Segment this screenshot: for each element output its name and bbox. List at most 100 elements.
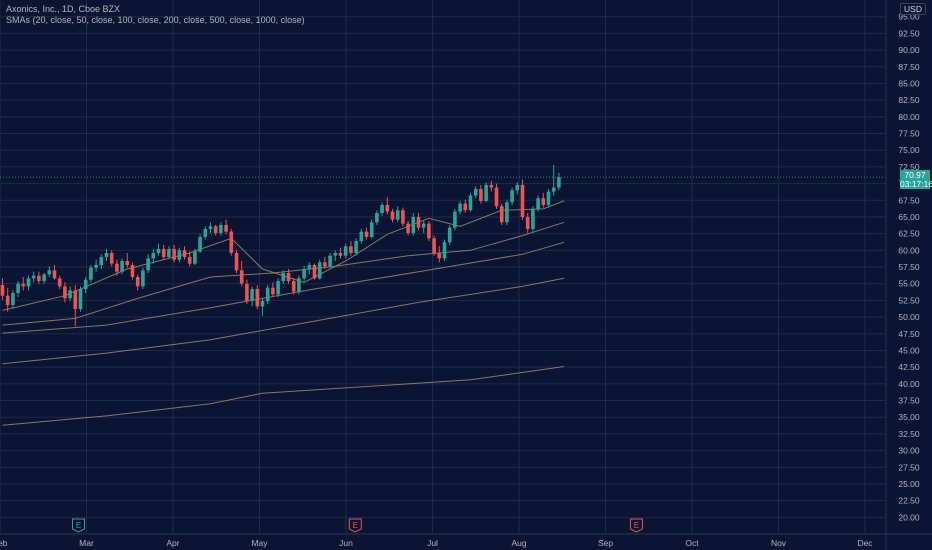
candle[interactable] — [94, 259, 98, 272]
candle[interactable] — [11, 290, 15, 310]
candle[interactable] — [442, 239, 447, 261]
candle[interactable] — [83, 277, 88, 294]
candle[interactable] — [375, 210, 379, 225]
candle[interactable] — [286, 269, 291, 284]
candle[interactable] — [167, 246, 171, 259]
candle[interactable] — [505, 199, 509, 225]
candle[interactable] — [328, 252, 332, 268]
chart-title[interactable]: Axonics, Inc., 1D, Cboe BZX — [6, 4, 121, 14]
candle[interactable] — [57, 275, 62, 290]
candle[interactable] — [47, 266, 52, 278]
candle[interactable] — [109, 250, 114, 267]
candle[interactable] — [349, 240, 353, 256]
candle[interactable] — [260, 298, 265, 316]
candle[interactable] — [489, 180, 494, 192]
candle[interactable] — [115, 259, 119, 276]
candle[interactable] — [99, 254, 104, 270]
candle[interactable] — [245, 279, 249, 304]
candle[interactable] — [416, 212, 421, 231]
candle[interactable] — [224, 219, 228, 235]
candle[interactable] — [135, 274, 140, 291]
candle[interactable] — [229, 228, 234, 256]
candle[interactable] — [281, 270, 286, 284]
candle[interactable] — [395, 206, 400, 223]
candle[interactable] — [104, 248, 109, 261]
candle[interactable] — [271, 282, 275, 298]
candle[interactable] — [208, 222, 213, 233]
candle[interactable] — [385, 196, 390, 215]
candle[interactable] — [536, 195, 540, 212]
candle[interactable] — [380, 202, 384, 216]
candle[interactable] — [546, 188, 551, 208]
candle[interactable] — [26, 275, 31, 291]
candle[interactable] — [406, 220, 410, 236]
candle[interactable] — [213, 224, 218, 236]
candle[interactable] — [323, 256, 327, 270]
candle[interactable] — [473, 186, 478, 199]
candle[interactable] — [421, 220, 426, 233]
candle[interactable] — [343, 243, 348, 259]
candle[interactable] — [515, 182, 520, 195]
candle[interactable] — [551, 164, 556, 196]
candle[interactable] — [265, 285, 270, 304]
candle[interactable] — [447, 224, 452, 245]
candle[interactable] — [141, 267, 145, 290]
candle[interactable] — [276, 278, 280, 298]
candle[interactable] — [390, 208, 395, 223]
candle[interactable] — [63, 282, 67, 303]
candle[interactable] — [484, 182, 488, 203]
candle[interactable] — [468, 192, 473, 212]
candle[interactable] — [364, 227, 369, 240]
candle[interactable] — [177, 247, 182, 263]
earnings-marker[interactable]: E — [348, 518, 362, 533]
candle[interactable] — [297, 275, 301, 295]
candle[interactable] — [130, 262, 135, 280]
candle[interactable] — [557, 172, 561, 191]
candle[interactable] — [432, 235, 436, 256]
candle[interactable] — [161, 244, 166, 260]
candle[interactable] — [146, 254, 150, 274]
candle[interactable] — [250, 286, 254, 307]
candle[interactable] — [510, 187, 514, 205]
candle[interactable] — [0, 278, 5, 300]
earnings-marker[interactable]: E — [72, 518, 85, 533]
candle[interactable] — [255, 285, 260, 310]
candle[interactable] — [125, 252, 130, 268]
candle[interactable] — [312, 263, 317, 280]
candle[interactable] — [437, 246, 442, 263]
candles[interactable] — [0, 164, 561, 327]
candle[interactable] — [307, 262, 312, 275]
candle[interactable] — [479, 184, 483, 204]
candle[interactable] — [494, 183, 499, 209]
candle[interactable] — [499, 203, 504, 225]
candle[interactable] — [52, 264, 57, 280]
candle[interactable] — [89, 264, 93, 283]
sma-indicator-legend[interactable]: SMAs (20, close, 50, close, 100, close, … — [6, 15, 305, 25]
candle[interactable] — [151, 248, 156, 264]
candle[interactable] — [5, 287, 10, 312]
candle[interactable] — [16, 281, 20, 298]
candle[interactable] — [369, 219, 374, 239]
candle[interactable] — [531, 206, 535, 232]
candle[interactable] — [21, 277, 26, 291]
candle[interactable] — [31, 271, 36, 283]
candle[interactable] — [338, 247, 343, 259]
candle[interactable] — [317, 259, 322, 280]
candle[interactable] — [234, 250, 239, 274]
candle[interactable] — [354, 238, 358, 256]
candle[interactable] — [359, 228, 364, 244]
candle[interactable] — [401, 207, 405, 227]
candle[interactable] — [172, 244, 176, 263]
candle[interactable] — [156, 243, 161, 256]
candle[interactable] — [193, 248, 197, 265]
candle[interactable] — [78, 286, 83, 312]
candle[interactable] — [239, 260, 244, 287]
candle[interactable] — [520, 179, 525, 220]
candle[interactable] — [203, 226, 208, 240]
candle[interactable] — [73, 285, 78, 327]
candle[interactable] — [453, 208, 457, 231]
candle[interactable] — [68, 286, 72, 302]
candle[interactable] — [541, 192, 546, 208]
